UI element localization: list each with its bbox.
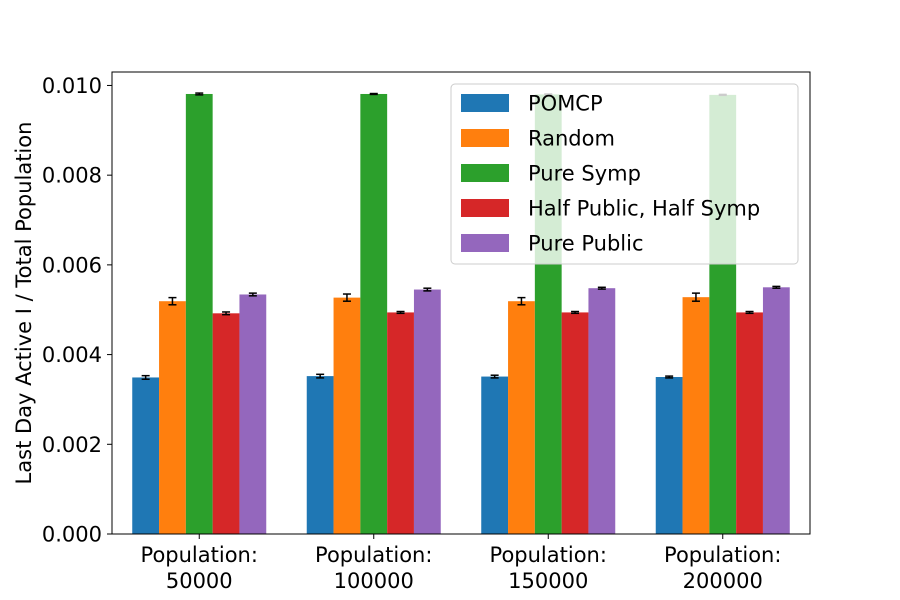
legend-swatch-pomcp — [461, 94, 509, 112]
error-bar-pure-public-3 — [772, 285, 781, 289]
x-tick-label-3: Population: 200000 — [664, 543, 781, 593]
bar-random-0 — [159, 301, 186, 534]
legend-frame — [450, 83, 799, 265]
y-tick-label-0: 0.000 — [42, 523, 102, 547]
legend-swatch-random — [461, 129, 509, 147]
bar-half-public-half-symp-0 — [212, 313, 240, 534]
legend-label-pure-symp: Pure Symp — [528, 162, 641, 186]
bar-pure-symp-0 — [185, 93, 213, 534]
bar-pure-public-0 — [239, 294, 267, 534]
x-tick-label-1: Population: 100000 — [315, 543, 432, 593]
y-axis: 0.000 0.002 0.004 0.006 0.008 0.010 — [42, 74, 112, 547]
x-tick-label-line: 100000 — [334, 569, 414, 593]
legend-label-pomcp: POMCP — [528, 92, 603, 116]
y-tick-label-3: 0.006 — [42, 253, 102, 277]
error-bar-random-0 — [168, 296, 177, 306]
bar-random-1 — [333, 297, 361, 534]
x-tick-label-0: Population: 50000 — [141, 543, 258, 593]
legend-label-pure-public: Pure Public — [528, 232, 644, 256]
bar-random-2 — [508, 301, 535, 534]
error-bar-half-public-half-symp-3 — [745, 310, 754, 315]
x-tick-label-line: 200000 — [683, 569, 763, 593]
legend-swatch-half-public-half-symp — [461, 199, 509, 217]
error-bar-pure-public-2 — [597, 286, 606, 290]
legend-swatch-pure-public — [461, 234, 509, 252]
bar-pomcp-1 — [306, 376, 334, 534]
x-tick-label-2: Population: 150000 — [490, 543, 607, 593]
y-tick-label-1: 0.002 — [42, 433, 102, 457]
x-tick-label-line: 150000 — [508, 569, 588, 593]
bar-pure-public-3 — [762, 287, 790, 534]
y-tick-label-2: 0.004 — [42, 343, 102, 367]
x-tick-label-line: Population: — [141, 543, 258, 567]
bars-layer — [132, 93, 790, 534]
error-bar-random-3 — [691, 292, 700, 302]
bar-half-public-half-symp-2 — [561, 312, 589, 534]
error-bar-half-public-half-symp-2 — [571, 310, 580, 315]
x-tick-label-line: Population: — [664, 543, 781, 567]
error-bar-random-2 — [517, 296, 526, 306]
error-bar-pomcp-2 — [490, 374, 499, 379]
y-tick-label-5: 0.010 — [42, 74, 102, 98]
error-bar-pure-symp-1 — [369, 92, 378, 96]
y-axis-label: Last Day Active I / Total Population — [12, 122, 36, 485]
bar-pomcp-2 — [481, 376, 509, 534]
legend-swatch-pure-symp — [461, 164, 509, 182]
bar-half-public-half-symp-3 — [736, 312, 763, 534]
legend-label-random: Random — [528, 127, 615, 151]
bar-pure-symp-1 — [360, 93, 388, 534]
plot-frame — [111, 71, 811, 535]
error-bar-half-public-half-symp-1 — [396, 310, 405, 315]
legend-label-half-public-half-symp: Half Public, Half Symp — [528, 197, 760, 221]
bar-random-3 — [682, 297, 710, 534]
error-bar-random-1 — [342, 293, 351, 302]
error-bar-half-public-half-symp-0 — [222, 311, 231, 316]
error-bar-pure-public-0 — [248, 292, 257, 297]
x-tick-label-line: Population: — [315, 543, 432, 567]
error-bar-pomcp-3 — [665, 375, 674, 379]
error-bar-pure-symp-0 — [195, 92, 204, 96]
bar-pomcp-0 — [132, 377, 160, 534]
legend: POMCP Random Pure Symp Half Public, Half Sy… — [450, 83, 799, 265]
bar-half-public-half-symp-1 — [387, 312, 414, 534]
bar-pure-public-1 — [413, 289, 441, 534]
error-bar-pomcp-1 — [316, 373, 325, 379]
error-bar-pure-public-1 — [423, 287, 432, 292]
bar-pure-public-2 — [588, 288, 616, 534]
error-bars-layer — [141, 92, 781, 381]
x-tick-label-line: Population: — [490, 543, 607, 567]
error-bar-pomcp-0 — [141, 374, 150, 381]
bar-pomcp-3 — [655, 377, 683, 534]
x-tick-label-line: 50000 — [166, 569, 233, 593]
y-tick-label-4: 0.008 — [42, 164, 102, 188]
